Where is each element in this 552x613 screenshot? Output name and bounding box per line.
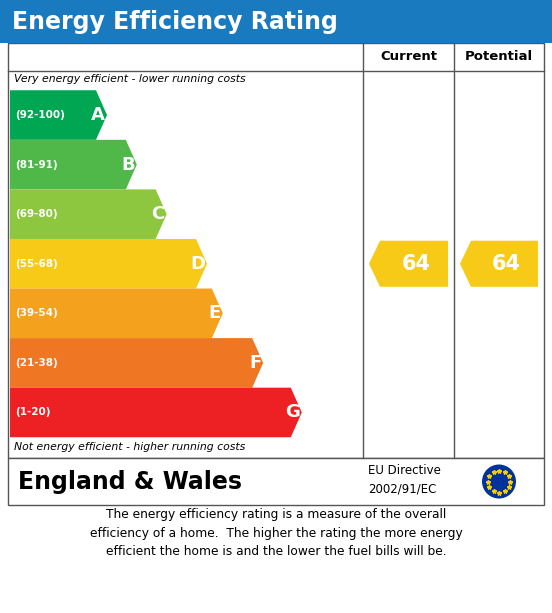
Text: 64: 64 <box>492 254 521 274</box>
Text: F: F <box>249 354 261 372</box>
Text: D: D <box>190 255 205 273</box>
Text: Current: Current <box>380 50 437 64</box>
Polygon shape <box>10 189 167 239</box>
Text: (21-38): (21-38) <box>15 358 58 368</box>
Text: B: B <box>121 156 135 173</box>
Polygon shape <box>10 90 107 140</box>
Polygon shape <box>460 241 538 287</box>
Text: E: E <box>209 304 221 322</box>
Text: (1-20): (1-20) <box>15 408 50 417</box>
Text: Very energy efficient - lower running costs: Very energy efficient - lower running co… <box>14 74 246 84</box>
Text: (69-80): (69-80) <box>15 209 57 219</box>
Text: EU Directive
2002/91/EC: EU Directive 2002/91/EC <box>368 464 441 495</box>
Text: (55-68): (55-68) <box>15 259 58 268</box>
Text: The energy efficiency rating is a measure of the overall
efficiency of a home.  : The energy efficiency rating is a measur… <box>89 508 463 558</box>
Polygon shape <box>10 338 263 387</box>
Text: 64: 64 <box>401 254 431 274</box>
Bar <box>0 0 552 43</box>
Bar <box>8 43 544 458</box>
Text: England & Wales: England & Wales <box>18 470 242 493</box>
Polygon shape <box>10 289 223 338</box>
Text: A: A <box>91 106 105 124</box>
Text: C: C <box>151 205 164 223</box>
Text: Potential: Potential <box>465 50 533 64</box>
Circle shape <box>482 465 516 498</box>
Text: (39-54): (39-54) <box>15 308 58 318</box>
Text: Energy Efficiency Rating: Energy Efficiency Rating <box>12 9 338 34</box>
Text: (81-91): (81-91) <box>15 159 57 170</box>
Polygon shape <box>10 387 302 437</box>
Polygon shape <box>369 241 448 287</box>
Polygon shape <box>10 239 207 289</box>
Text: Not energy efficient - higher running costs: Not energy efficient - higher running co… <box>14 442 245 452</box>
Polygon shape <box>10 140 137 189</box>
Text: (92-100): (92-100) <box>15 110 65 120</box>
Bar <box>8 458 544 505</box>
Text: G: G <box>285 403 300 422</box>
